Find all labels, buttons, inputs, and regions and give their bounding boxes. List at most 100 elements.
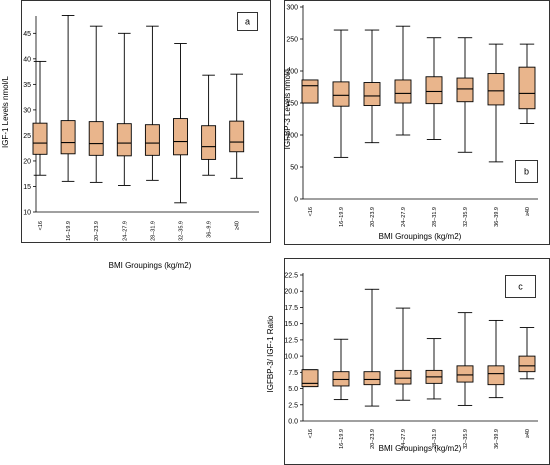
iqr-box xyxy=(456,365,474,383)
iqr-box xyxy=(487,365,505,386)
box-c-6 xyxy=(487,319,505,399)
iqr-box xyxy=(116,123,132,157)
iqr-box xyxy=(173,118,188,156)
box-b-4 xyxy=(425,37,443,140)
box-b-6 xyxy=(487,43,505,163)
x-category-label: 16–19.9 xyxy=(66,221,72,241)
x-category-label: 28–31.9 xyxy=(150,221,156,241)
x-category-label: 36–9.9 xyxy=(207,221,213,238)
y-axis-title: IGFBP-3/ IGF-1 Ratio xyxy=(266,315,275,392)
y-tick-label: 20 xyxy=(23,158,31,165)
x-category-label: 28–31.9 xyxy=(432,207,438,227)
y-axis-title: IGFBP-3 Levels nmol/L xyxy=(283,66,292,149)
iqr-box xyxy=(144,124,160,156)
box-a-1 xyxy=(60,14,76,182)
box-a-4 xyxy=(144,25,160,181)
y-tick-label: 50 xyxy=(290,165,298,172)
y-tick-label: 35 xyxy=(23,82,31,89)
box-c-1 xyxy=(332,338,350,401)
y-tick-label: 0 xyxy=(294,197,298,204)
iqr-box xyxy=(88,121,104,156)
panel-a-igf1-chart: 10 15 20 25 30 35 40 45 <16 16–19.9 20–23.9 24–27.9… xyxy=(1,0,271,270)
iqr-box xyxy=(229,120,245,153)
iqr-box xyxy=(518,66,536,110)
y-tick-label: 7.5 xyxy=(288,370,298,377)
x-axis-title: BMI Groupings (kg/m2) xyxy=(109,261,192,270)
iqr-box xyxy=(487,73,505,106)
panel-label-box xyxy=(515,160,538,183)
box-c-5 xyxy=(456,312,474,406)
box-b-5 xyxy=(456,37,474,153)
box-a-0 xyxy=(32,60,48,176)
y-axis-title: IGF-1 Levels nmol/L xyxy=(1,75,10,148)
iqr-box xyxy=(332,81,350,107)
x-category-label: 32–35.9 xyxy=(463,429,469,449)
x-category-label: <16 xyxy=(308,207,314,216)
box-a-5 xyxy=(173,43,188,204)
x-category-label: ≥40 xyxy=(525,429,531,438)
box-b-1 xyxy=(332,29,350,158)
box-a-3 xyxy=(116,32,132,186)
iqr-box xyxy=(394,79,412,104)
box-b-0 xyxy=(301,79,319,104)
x-axis-title: BMI Groupings (kg/m2) xyxy=(379,444,462,453)
box-b-3 xyxy=(394,25,412,136)
y-tick-label: 200 xyxy=(286,69,298,76)
panel-label: c xyxy=(518,282,523,292)
x-category-label: 28–31.9 xyxy=(432,429,438,449)
iqr-box xyxy=(518,355,536,373)
x-category-label: 20–23.9 xyxy=(370,429,376,449)
iqr-box xyxy=(425,76,443,105)
box-b-7 xyxy=(518,43,536,124)
x-category-label: 24–27.9 xyxy=(401,207,407,227)
y-tick-label: 12.5 xyxy=(284,337,298,344)
y-tick-label: 17.5 xyxy=(284,305,298,312)
iqr-box xyxy=(456,77,474,103)
panel-c-ratio-chart: 0.0 2.5 5.0 7.5 10.0 12.5 15.0 17.5 20.0 22.5 <16 1… xyxy=(266,258,550,465)
box-c-2 xyxy=(363,288,381,407)
y-tick-label: 15.0 xyxy=(284,321,298,328)
y-tick-label: 5.0 xyxy=(288,386,298,393)
y-tick-label: 300 xyxy=(286,5,298,12)
box-a-6 xyxy=(201,74,217,176)
y-tick-label: 45 xyxy=(23,31,31,38)
y-tick-label: 30 xyxy=(23,107,31,114)
x-category-label: 36–39.9 xyxy=(494,207,500,227)
x-category-label: 20–23.9 xyxy=(94,221,100,241)
x-category-label: 20–23.9 xyxy=(370,207,376,227)
box-c-4 xyxy=(425,338,443,400)
x-category-label: 16–19.9 xyxy=(339,207,345,227)
box-c-7 xyxy=(518,327,536,380)
x-category-label: 16–19.9 xyxy=(339,429,345,449)
iqr-box xyxy=(332,371,350,387)
x-category-label: <16 xyxy=(308,429,314,438)
x-category-label: 24–27.9 xyxy=(401,429,407,449)
iqr-box xyxy=(394,369,412,385)
box-b-2 xyxy=(363,29,381,144)
x-category-label: 32–35.9 xyxy=(179,221,185,241)
iqr-box xyxy=(363,371,381,386)
x-category-label: 24–27.9 xyxy=(122,221,128,241)
y-tick-label: 2.5 xyxy=(288,402,298,409)
x-axis-title: BMI Groupings (kg/m2) xyxy=(379,232,462,241)
box-c-3 xyxy=(394,307,412,401)
y-tick-label: 10.0 xyxy=(284,354,298,361)
x-category-label: 36–39.9 xyxy=(494,429,500,449)
y-tick-label: 250 xyxy=(286,37,298,44)
y-tick-label: 0.0 xyxy=(288,419,298,426)
y-tick-label: 15 xyxy=(23,184,31,191)
x-category-label: ≥40 xyxy=(525,207,531,216)
iqr-box xyxy=(60,120,76,155)
y-tick-label: 10 xyxy=(23,210,31,217)
y-tick-label: 150 xyxy=(286,101,298,108)
y-tick-label: 22.5 xyxy=(284,273,298,280)
y-tick-label: 20.0 xyxy=(284,289,298,296)
iqr-box xyxy=(301,369,319,388)
y-tick-label: 100 xyxy=(286,133,298,140)
box-c-0 xyxy=(301,369,319,388)
box-a-2 xyxy=(88,25,104,183)
iqr-box xyxy=(201,125,217,160)
panel-label-box xyxy=(237,12,258,31)
x-category-label: ≥40 xyxy=(235,221,241,230)
